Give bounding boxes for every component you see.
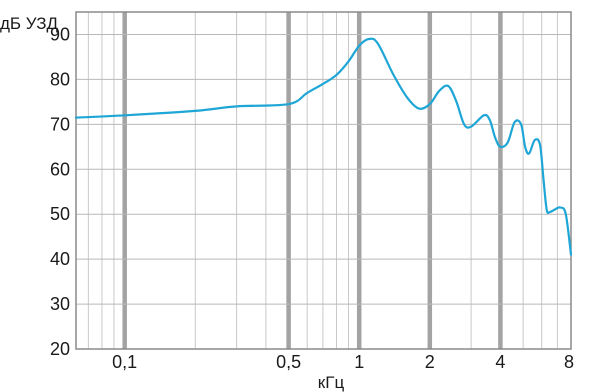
y-tick-label: 60 [50, 159, 70, 179]
y-tick-label: 30 [50, 294, 70, 314]
x-tick-label: 0,1 [112, 352, 137, 372]
horizontal-grid [76, 33, 571, 350]
y-tick-label: 50 [50, 204, 70, 224]
y-tick-label: 80 [50, 69, 70, 89]
y-tick-label: 70 [50, 114, 70, 134]
series-line [74, 37, 573, 256]
y-tick-label: 40 [50, 249, 70, 269]
x-tick-label: 4 [495, 352, 505, 372]
x-tick-label: 0,5 [276, 352, 301, 372]
x-tick-label: 8 [564, 352, 574, 372]
plot-frame [75, 11, 572, 350]
y-tick-labels: 20 30 40 50 60 70 80 90 [50, 24, 70, 359]
vertical-grid [87, 12, 558, 349]
x-tick-label: 1 [354, 352, 364, 372]
x-tick-labels: 0,1 0,5 1 2 4 8 [112, 352, 574, 372]
y-tick-label: 20 [50, 339, 70, 359]
x-axis-label: кГц [318, 373, 345, 392]
y-tick-label: 90 [50, 24, 70, 44]
y-axis-label: дБ УЗД [0, 14, 58, 33]
x-tick-label: 2 [425, 352, 435, 372]
